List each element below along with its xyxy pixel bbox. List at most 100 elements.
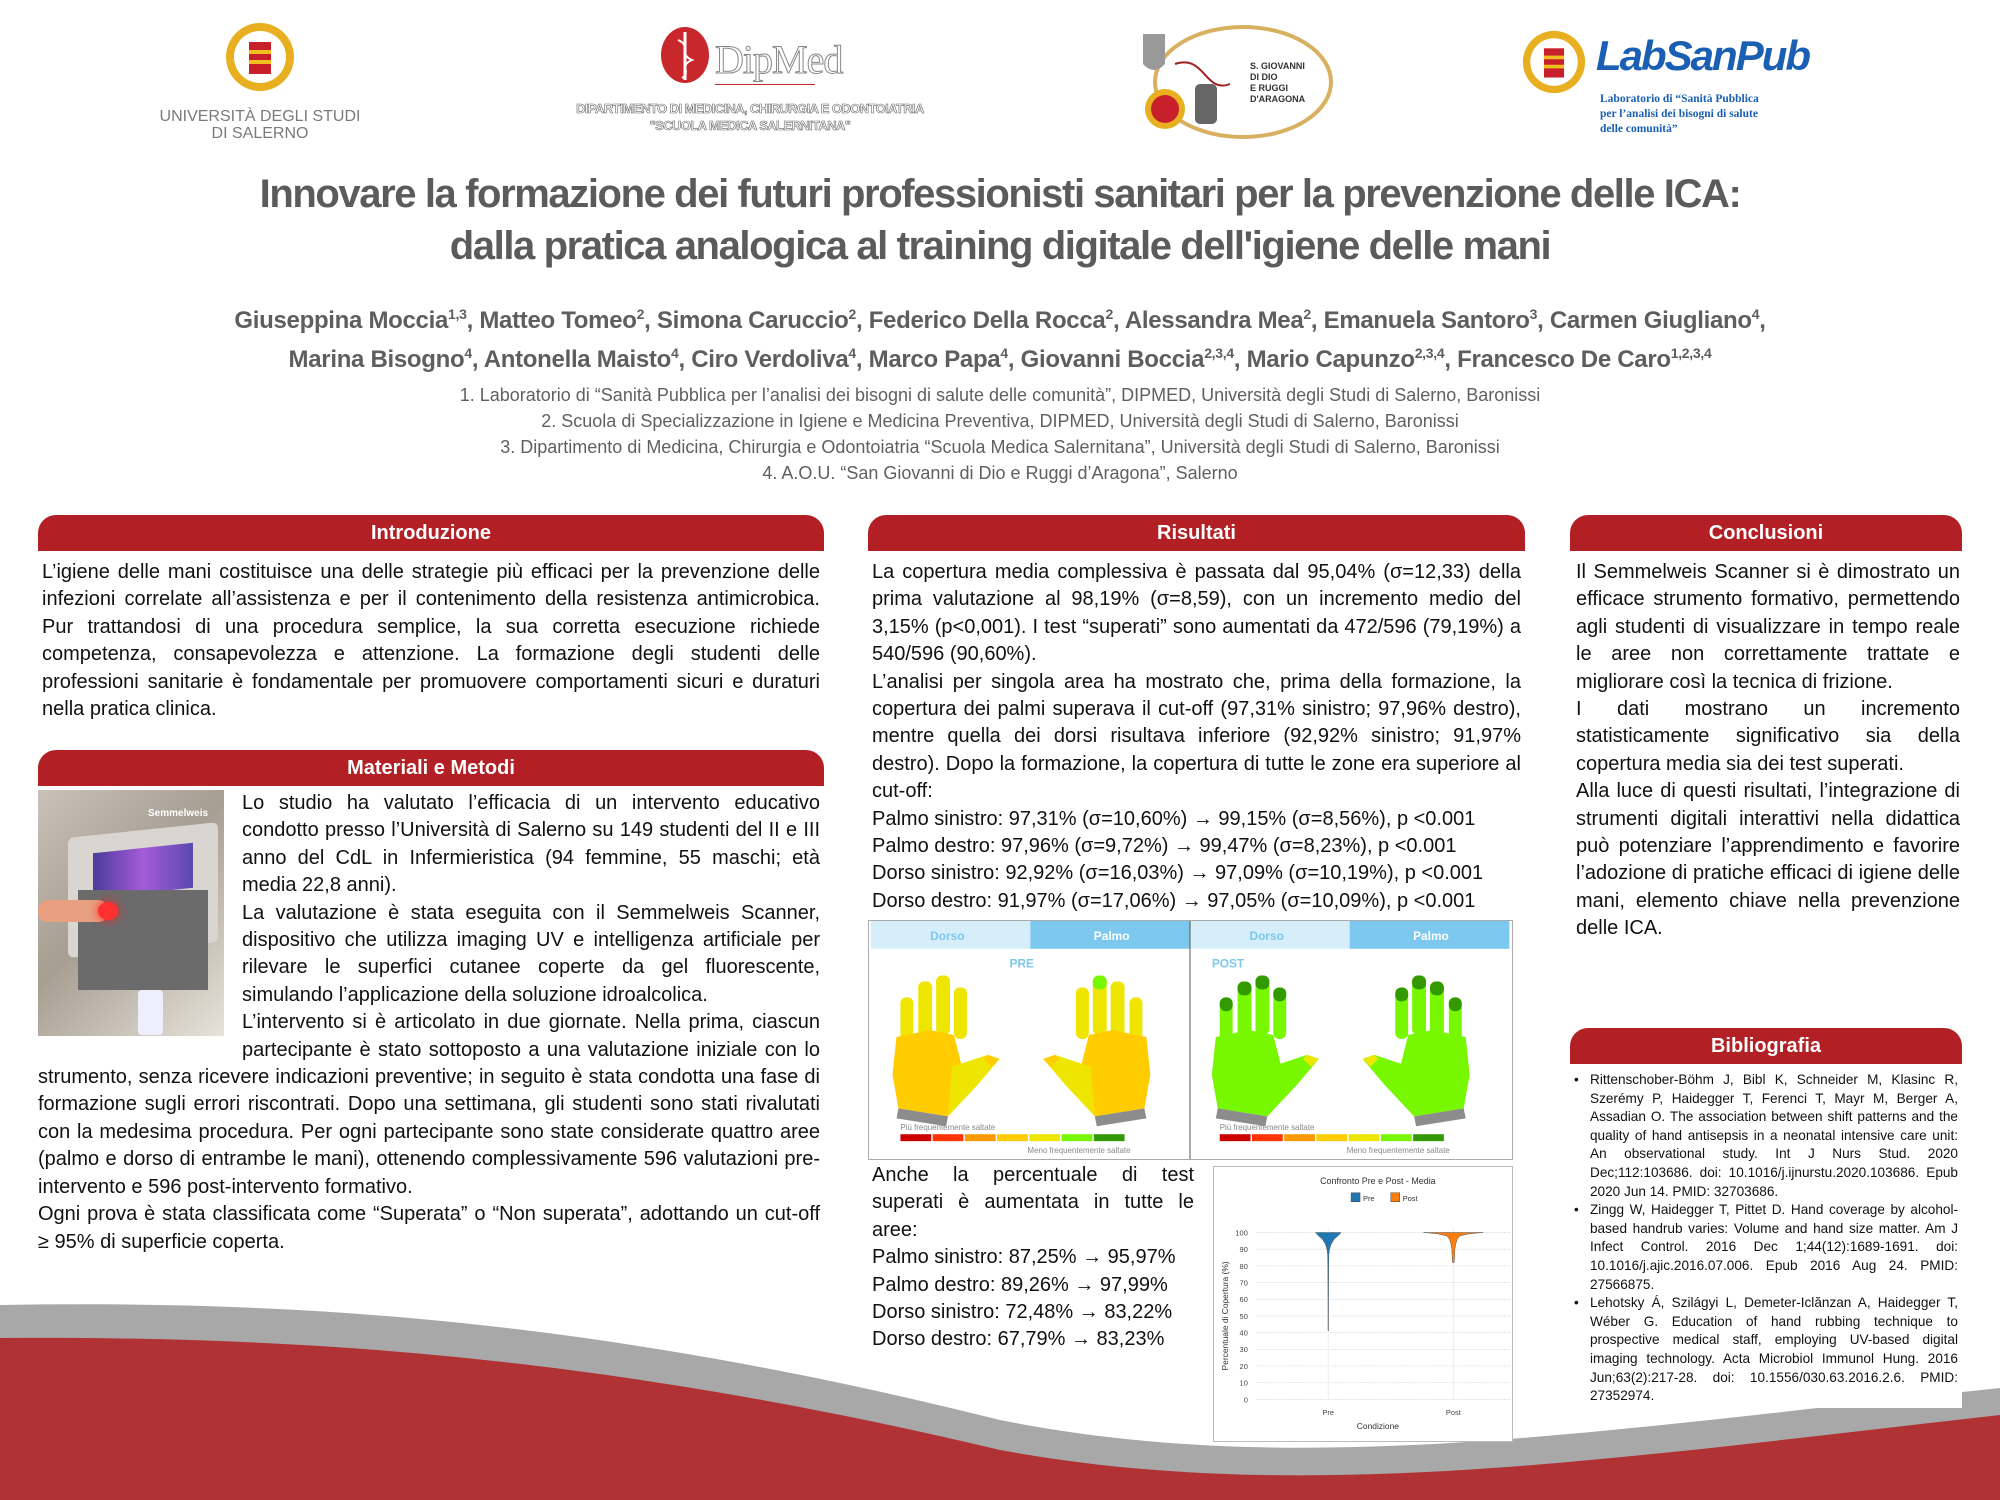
- y-tick-label: 0: [1244, 1395, 1248, 1404]
- author: Marco Papa4: [868, 345, 1009, 373]
- area-result: Dorso sinistro: 92,92% (σ=16,03%) → 97,0…: [872, 862, 1484, 885]
- author-affiliation-marker: 4: [1751, 306, 1760, 322]
- hand-coverage-maps: Dorso Palmo PRE Più frequentemente saltate M…: [868, 920, 1513, 1160]
- dipmed-line2: "SCUOLA MEDICA SALERNITANA": [649, 118, 851, 134]
- finger: [1255, 975, 1270, 1036]
- labsanpub-line3: delle comunità”: [1600, 123, 1678, 135]
- fingertip: [1237, 981, 1252, 996]
- title-line1: Innovare la formazione dei futuri profes…: [259, 172, 1742, 216]
- reference-item: Lehotsky Á, Szilágyi L, Demeter-Iclănzan…: [1570, 1294, 1958, 1406]
- author-affiliation-marker: 2: [1303, 306, 1311, 322]
- y-tick-label: 100: [1235, 1229, 1247, 1238]
- logo-dipmed: DipMed DIPARTIMENTO DI MEDICINA, CHIRURG…: [550, 22, 950, 142]
- thumb-tip: [1043, 1054, 1060, 1067]
- svg-text:DI DIO: DI DIO: [1250, 72, 1278, 82]
- legend-bottom-label: Meno frequentemente saltate: [1347, 1146, 1451, 1155]
- results-paragraph: La copertura media complessiva è passata…: [872, 561, 1521, 666]
- thumb: [1267, 1054, 1319, 1117]
- fingertip: [1429, 981, 1444, 996]
- finger: [918, 981, 933, 1040]
- methods-paragraph: La valutazione è stata eseguita con il S…: [242, 901, 820, 1006]
- methods-paragraph: Ogni prova è stata classificata come “Su…: [38, 1203, 820, 1253]
- tab-dorso-label: Dorso: [1250, 929, 1284, 943]
- legend-swatch: [1061, 1134, 1093, 1142]
- hand-back: [892, 1030, 966, 1117]
- condition-label: PRE: [1010, 957, 1035, 971]
- unisa-line1: UNIVERSITÀ DEGLI STUDI: [159, 108, 361, 125]
- y-tick-label: 70: [1240, 1279, 1248, 1288]
- methods-paragraph: Lo studio ha valutato l’efficacia di un …: [242, 792, 820, 897]
- legend-swatch: [1316, 1134, 1348, 1142]
- y-tick-label: 90: [1240, 1245, 1248, 1254]
- author: Federico Della Rocca2: [868, 306, 1114, 334]
- affiliation: 3. Dipartimento di Medicina, Chirurgia e…: [500, 437, 1500, 457]
- passed-tests-text: Anche la percentuale di test superati è …: [872, 1162, 1198, 1354]
- author: Alessandra Mea2: [1124, 306, 1311, 334]
- fingertip: [1092, 975, 1107, 990]
- results-paragraph: Anche la percentuale di test superati è …: [872, 1164, 1194, 1241]
- section-heading: Conclusioni: [1570, 515, 1962, 551]
- author-affiliation-marker: 2,3,4: [1414, 345, 1445, 361]
- affiliation: 4. A.O.U. “San Giovanni di Dio e Ruggi d…: [762, 463, 1238, 483]
- hand-back: [1396, 1030, 1470, 1117]
- affiliation: 1. Laboratorio di “Sanità Pubblica per l…: [459, 385, 1541, 405]
- caduceus-icon: [661, 27, 709, 83]
- author-affiliation-marker: 3: [1529, 306, 1538, 322]
- dipmed-name: DipMed: [714, 37, 843, 83]
- right-hand: [1043, 975, 1151, 1127]
- reference-item: Zingg W, Haidegger T, Pittet D. Hand cov…: [1570, 1201, 1958, 1294]
- y-tick-label: 50: [1240, 1312, 1248, 1321]
- y-tick-label: 30: [1240, 1345, 1248, 1354]
- passed-result: Dorso destro: 67,79% → 83,23%: [872, 1328, 1165, 1351]
- legend-swatch: [997, 1134, 1028, 1142]
- author-affiliation-marker: 1,3: [448, 306, 467, 322]
- area-result: Palmo sinistro: 97,31% (σ=10,60%) → 99,1…: [872, 807, 1476, 830]
- thumb: [1362, 1054, 1415, 1117]
- section-heading: Bibliografia: [1570, 1028, 1962, 1064]
- fingertip: [918, 981, 933, 996]
- passed-result: Palmo sinistro: 87,25% → 95,97%: [872, 1246, 1176, 1269]
- author: Simona Caruccio2: [656, 306, 856, 334]
- author: Emanuela Santoro3: [1323, 306, 1538, 334]
- author: Giuseppina Moccia1,3: [234, 306, 467, 334]
- section-results: Risultati La copertura media complessiva…: [868, 515, 1525, 915]
- section-heading: Risultati: [868, 515, 1525, 551]
- finger: [936, 975, 951, 1036]
- author-affiliation-marker: 2: [848, 306, 856, 322]
- author-affiliation-marker: 4: [848, 345, 856, 361]
- section-heading: Introduzione: [38, 515, 824, 551]
- tab-dorso: [1190, 921, 1350, 949]
- conclusions-paragraph: Il Semmelweis Scanner si è dimostrato un…: [1576, 561, 1960, 693]
- author: Carmen Giugliano4: [1549, 306, 1760, 334]
- thumb-tip: [983, 1054, 1000, 1067]
- legend-swatch: [1093, 1134, 1125, 1142]
- author: Giovanni Boccia2,3,4: [1020, 345, 1234, 373]
- tab-palmo-label: Palmo: [1094, 929, 1130, 943]
- y-tick-label: 20: [1240, 1362, 1248, 1371]
- fingertip: [1075, 987, 1089, 1002]
- section-methods: Materiali e Metodi Semmelweis Lo studio …: [38, 750, 824, 1256]
- legend-label: Post: [1403, 1194, 1419, 1203]
- author-affiliation-marker: 4: [464, 345, 472, 361]
- logo-aou: S. GIOVANNI DI DIO E RUGGI D'ARAGONA: [1135, 24, 1335, 142]
- logo-labsanpub: LabSanPub Laboratorio di “Sanità Pubblic…: [1520, 28, 1811, 143]
- section-conclusions: Conclusioni Il Semmelweis Scanner si è d…: [1570, 515, 1962, 943]
- violin-pre: [1314, 1232, 1342, 1332]
- authors-line2: Marina Bisogno4, Antonella Maisto4, Ciro…: [288, 345, 1712, 373]
- author-affiliation-marker: 4: [1000, 345, 1008, 361]
- semmelweis-scanner-photo: Semmelweis: [38, 790, 224, 1036]
- area-result: Dorso destro: 91,97% (σ=17,06%) → 97,05%…: [872, 889, 1476, 912]
- fingertip: [1412, 975, 1427, 990]
- legend-swatch: [1284, 1134, 1315, 1142]
- x-axis-label: Condizione: [1357, 1421, 1399, 1431]
- fingertip: [900, 997, 914, 1012]
- author-affiliation-marker: 2: [636, 306, 645, 322]
- condition-label: POST: [1212, 957, 1245, 971]
- tab-palmo-label: Palmo: [1413, 929, 1449, 943]
- legend-label: Pre: [1363, 1194, 1375, 1203]
- wrist: [1215, 1108, 1268, 1127]
- photo-label: Semmelweis: [148, 808, 209, 819]
- legend-swatch-pre: [1350, 1192, 1361, 1202]
- wrist: [896, 1108, 949, 1127]
